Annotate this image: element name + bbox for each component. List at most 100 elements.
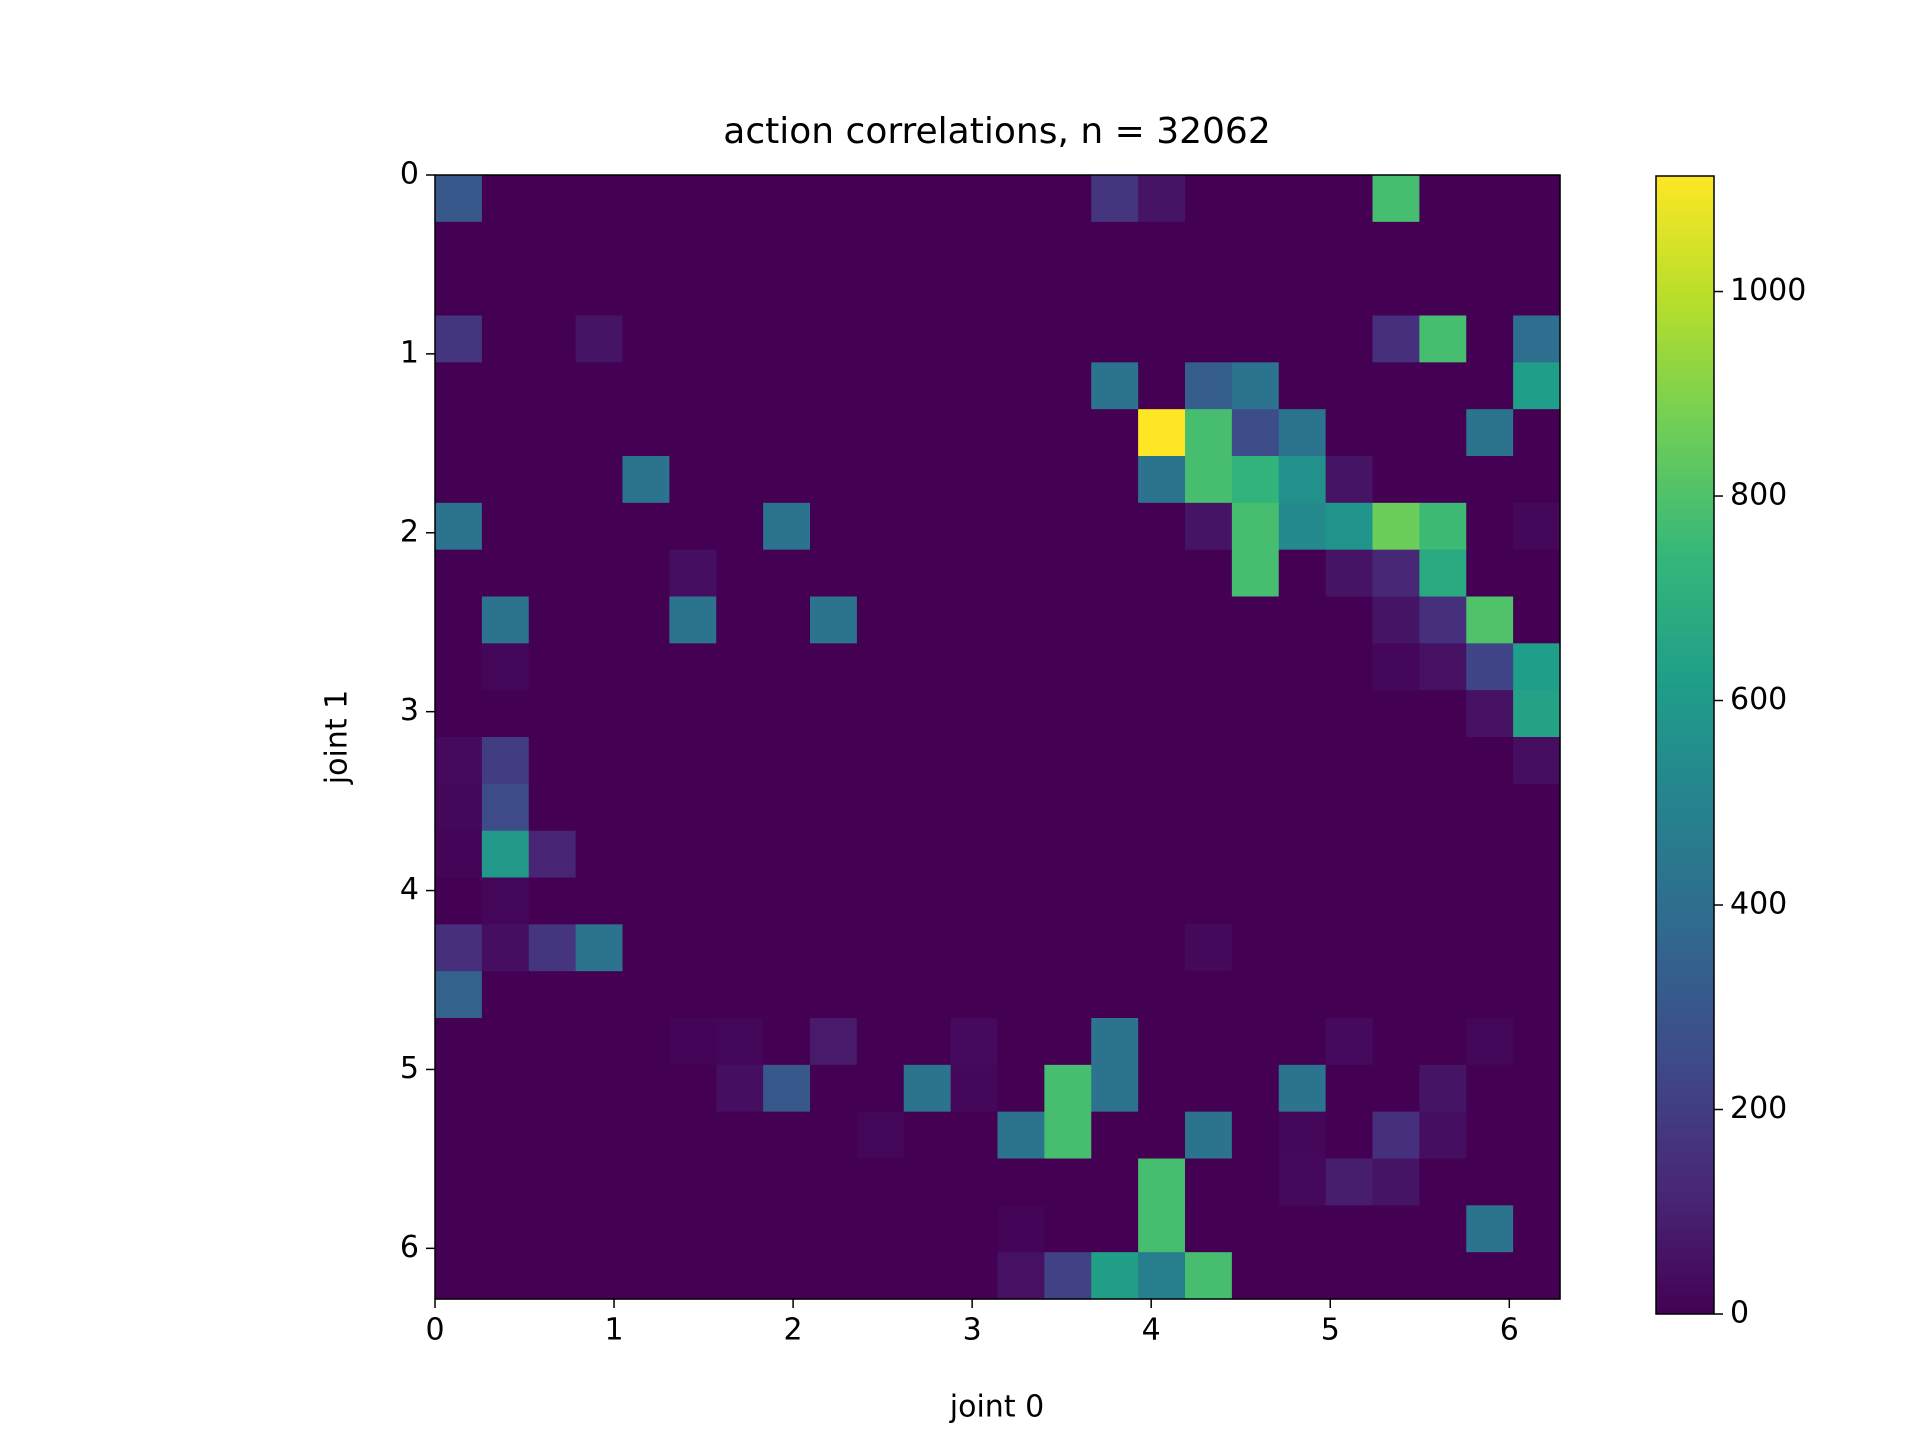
x-tick-label: 5 xyxy=(1321,1313,1340,1348)
heatmap-cell xyxy=(1138,1252,1186,1300)
heatmap-cell xyxy=(716,1111,764,1160)
heatmap-cell xyxy=(1091,502,1139,551)
heatmap-cell xyxy=(1419,1205,1467,1253)
heatmap-cell xyxy=(950,1111,999,1160)
heatmap-cell xyxy=(716,971,764,1019)
y-tick-label: 3 xyxy=(400,693,419,728)
heatmap-cell xyxy=(528,737,577,785)
heatmap-cell xyxy=(950,971,999,1019)
heatmap-cell xyxy=(1185,175,1233,223)
heatmap-cell xyxy=(1419,362,1467,410)
heatmap-cell xyxy=(763,1064,811,1113)
heatmap-cell xyxy=(1419,877,1467,925)
heatmap-cell xyxy=(1138,268,1186,317)
heatmap-cell xyxy=(1138,737,1186,785)
heatmap-cell xyxy=(903,690,952,738)
heatmap-cell xyxy=(856,1111,905,1160)
heatmap-cell xyxy=(1091,221,1139,270)
heatmap-cell xyxy=(481,268,530,317)
heatmap-cell xyxy=(528,596,577,644)
heatmap-cell xyxy=(716,643,764,691)
heatmap-cell xyxy=(856,971,905,1019)
heatmap-cell xyxy=(1278,502,1327,551)
heatmap-cell xyxy=(575,409,624,457)
heatmap-cell xyxy=(435,971,483,1019)
heatmap-cell xyxy=(1325,1252,1374,1300)
heatmap-cell xyxy=(528,502,577,551)
heatmap-cell xyxy=(763,175,811,223)
heatmap-cell xyxy=(903,830,952,879)
heatmap-cell xyxy=(1091,1205,1139,1253)
heatmap-cell xyxy=(903,1064,952,1113)
heatmap-cell xyxy=(622,643,670,691)
heatmap-cell xyxy=(1372,971,1420,1019)
heatmap-cell xyxy=(856,1252,905,1300)
heatmap-cell xyxy=(716,877,764,925)
heatmap-cell xyxy=(810,1252,858,1300)
heatmap-cell xyxy=(1419,596,1467,644)
heatmap-cell xyxy=(716,783,764,832)
heatmap-cell xyxy=(1091,1252,1139,1300)
heatmap-cell xyxy=(1231,924,1280,972)
y-axis-label: joint 1 xyxy=(320,690,355,785)
heatmap-cell xyxy=(1185,1111,1233,1160)
heatmap-cell xyxy=(1419,1158,1467,1206)
heatmap-cell xyxy=(810,877,858,925)
heatmap-cell xyxy=(1466,924,1514,972)
heatmap-cell xyxy=(903,1018,952,1066)
heatmap-cell xyxy=(622,737,670,785)
heatmap-cell xyxy=(1044,1205,1092,1253)
heatmap-cell xyxy=(481,175,530,223)
heatmap-cell xyxy=(1044,502,1092,551)
heatmap-cell xyxy=(669,877,717,925)
heatmap-cell xyxy=(950,175,999,223)
heatmap-cell xyxy=(622,1252,670,1300)
heatmap-cell xyxy=(1372,549,1420,598)
heatmap-cell xyxy=(903,549,952,598)
heatmap-cell xyxy=(1466,1205,1514,1253)
heatmap-cell xyxy=(856,315,905,363)
heatmap-cell xyxy=(481,924,530,972)
heatmap-cell xyxy=(1185,362,1233,410)
heatmap-cell xyxy=(1466,221,1514,270)
heatmap-cell xyxy=(622,1111,670,1160)
heatmap-cell xyxy=(481,1158,530,1206)
heatmap-cell xyxy=(1138,596,1186,644)
colorbar-tick-label: 200 xyxy=(1730,1091,1787,1126)
heatmap-cell xyxy=(1419,409,1467,457)
heatmap-cell xyxy=(1044,1064,1092,1113)
heatmap-cell xyxy=(810,409,858,457)
heatmap-cell xyxy=(435,221,483,270)
heatmap-cell xyxy=(1231,362,1280,410)
heatmap-cell xyxy=(575,268,624,317)
heatmap-cell xyxy=(1372,877,1420,925)
heatmap-cell xyxy=(622,1018,670,1066)
heatmap-cell xyxy=(716,596,764,644)
heatmap-cell xyxy=(763,971,811,1019)
heatmap-cell xyxy=(1138,1018,1186,1066)
heatmap-cell xyxy=(1372,643,1420,691)
heatmap-cell xyxy=(1185,783,1233,832)
heatmap-cell xyxy=(1185,1205,1233,1253)
heatmap-cell xyxy=(1091,1064,1139,1113)
heatmap-cell xyxy=(1466,456,1514,504)
y-tick-label: 5 xyxy=(400,1051,419,1086)
heatmap-cell xyxy=(763,596,811,644)
heatmap-cell xyxy=(1513,971,1561,1019)
heatmap-cell xyxy=(810,830,858,879)
heatmap-cell xyxy=(1513,362,1561,410)
heatmap-cell xyxy=(1138,971,1186,1019)
heatmap-cell xyxy=(1419,737,1467,785)
y-tick-label: 1 xyxy=(400,335,419,370)
heatmap-cell xyxy=(716,690,764,738)
heatmap-cell xyxy=(716,456,764,504)
heatmap-cell xyxy=(810,1018,858,1066)
heatmap-cell xyxy=(763,643,811,691)
heatmap-cell xyxy=(763,1205,811,1253)
heatmap-cell xyxy=(1513,1252,1561,1300)
heatmap-cell xyxy=(1091,877,1139,925)
heatmap-cell xyxy=(716,1252,764,1300)
x-tick-label: 0 xyxy=(425,1313,444,1348)
heatmap-cell xyxy=(950,1064,999,1113)
